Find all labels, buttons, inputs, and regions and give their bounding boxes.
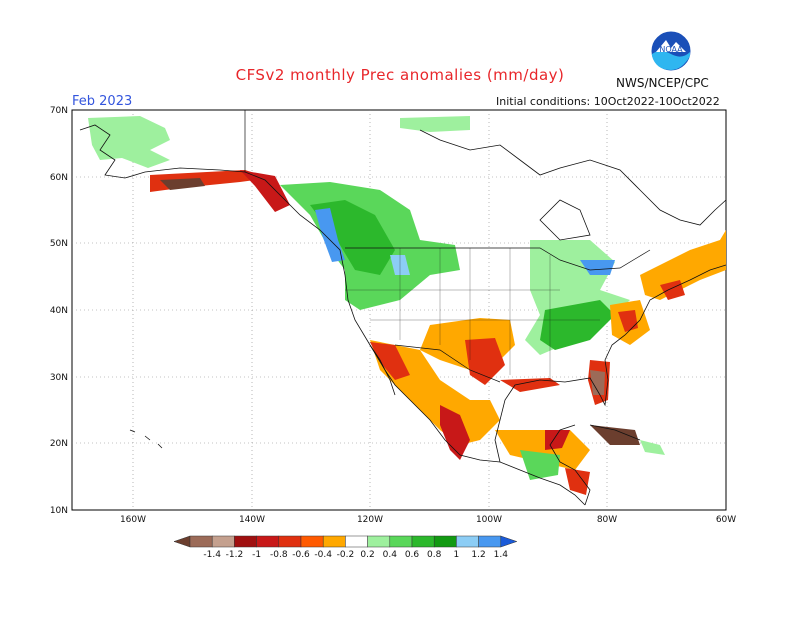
colorbar-label: 0.6 xyxy=(405,550,420,560)
coastlines xyxy=(79,124,727,506)
colorbar-segment xyxy=(211,535,235,548)
state-lines xyxy=(345,248,600,380)
colorbar-segment xyxy=(345,535,368,548)
lat-label-30: 30N xyxy=(50,373,68,383)
lat-labels: 70N 60N 50N 40N 30N 20N 10N xyxy=(50,106,68,516)
colorbar-arrow-left xyxy=(173,535,191,548)
lon-label-120: 120W xyxy=(357,515,383,525)
colorbar-segment xyxy=(411,535,435,548)
lat-label-60: 60N xyxy=(50,173,68,183)
colorbar-segment xyxy=(433,535,457,548)
colorbar-segment xyxy=(456,535,479,548)
colorbar-label: 1.4 xyxy=(494,550,509,560)
colorbar-segment xyxy=(322,535,346,548)
colorbar-segment xyxy=(389,535,413,548)
logo-text: NOAA xyxy=(659,45,683,54)
forecast-month: Feb 2023 xyxy=(72,94,133,109)
colorbar-segment xyxy=(189,535,213,548)
colorbar-arrow-right xyxy=(500,535,518,548)
colorbar-segment xyxy=(300,535,324,548)
colorbar-label: 0.8 xyxy=(427,550,442,560)
lon-label-160: 160W xyxy=(120,515,146,525)
colorbar-segment xyxy=(278,535,302,548)
colorbar-segment xyxy=(367,535,391,548)
noaa-logo-icon: NOAA xyxy=(650,30,692,72)
colorbar-segment xyxy=(234,535,257,548)
colorbar-label: -0.8 xyxy=(270,550,288,560)
colorbar-label: -0.6 xyxy=(292,550,310,560)
colorbar-label: 0.4 xyxy=(383,550,398,560)
lat-label-50: 50N xyxy=(50,239,68,249)
lat-label-20: 20N xyxy=(50,439,68,449)
map-title: CFSv2 monthly Prec anomalies (mm/day) xyxy=(235,66,565,84)
anomaly-shading xyxy=(88,116,726,495)
lon-label-100: 100W xyxy=(476,515,502,525)
lon-label-140: 140W xyxy=(239,515,265,525)
agency-label: NWS/NCEP/CPC xyxy=(616,76,709,90)
colorbar-label: -0.4 xyxy=(314,550,332,560)
colorbar-label: -1.4 xyxy=(203,550,221,560)
initial-conditions: Initial conditions: 10Oct2022-10Oct2022 xyxy=(496,95,720,108)
colorbar-label: -1 xyxy=(252,550,261,560)
colorbar-segment xyxy=(478,535,502,548)
colorbar-label: -1.2 xyxy=(226,550,244,560)
colorbar-legend: -1.4 -1.2 -1 -0.8 -0.6 -0.4 -0.2 0.2 0.4 0.6 0.8 1 1… xyxy=(173,535,518,560)
colorbar-segment xyxy=(256,535,280,548)
colorbar-label: 1.2 xyxy=(471,550,485,560)
colorbar-label: 1 xyxy=(454,550,460,560)
colorbar-label: -0.2 xyxy=(337,550,355,560)
lon-label-60: 60W xyxy=(716,515,736,525)
lat-label-40: 40N xyxy=(50,306,68,316)
borders xyxy=(244,110,651,383)
lon-label-80: 80W xyxy=(597,515,617,525)
lat-label-10: 10N xyxy=(50,506,68,516)
colorbar-label: 0.2 xyxy=(360,550,374,560)
lat-label-70: 70N xyxy=(50,106,68,116)
lon-labels: 160W 140W 120W 100W 80W 60W xyxy=(120,515,736,525)
